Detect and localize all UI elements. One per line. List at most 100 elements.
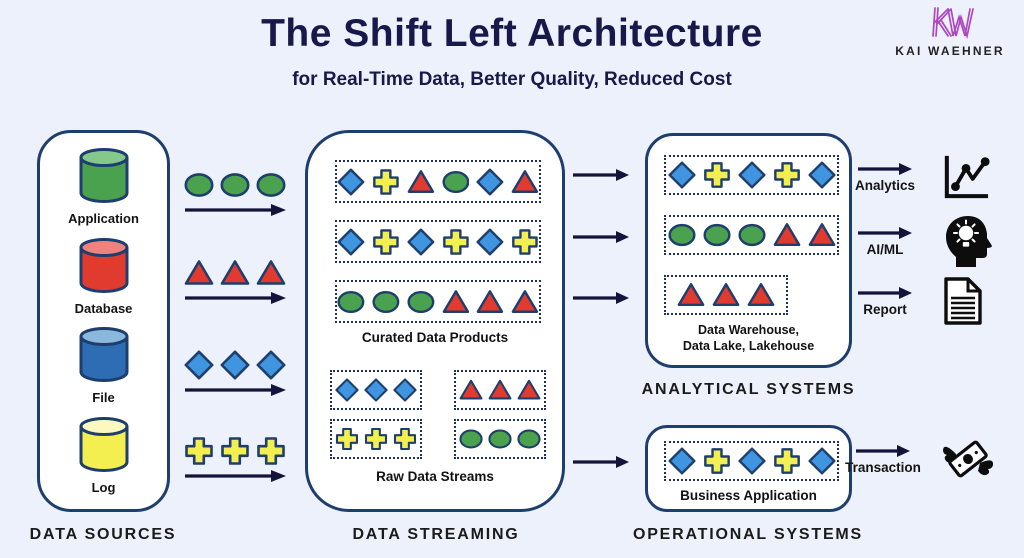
diamond-shape-icon	[737, 447, 766, 475]
analytics-label: Analytics	[854, 177, 916, 193]
flow-arrow	[858, 162, 912, 175]
circle-shape-icon	[737, 223, 766, 247]
data-source-application: Application	[68, 147, 139, 226]
report-document-icon	[944, 277, 982, 325]
diamond-shape-icon	[667, 447, 696, 475]
output-report: Report	[836, 274, 984, 328]
circle-shape-icon	[372, 290, 400, 313]
database-cylinder-icon	[77, 237, 131, 300]
business-app-data-row	[664, 441, 839, 481]
diamond-shape-icon	[220, 350, 250, 380]
triangle-shape-icon	[256, 260, 286, 285]
cross-shape-icon	[703, 448, 730, 474]
warehouse-data-row	[664, 215, 839, 255]
diamond-shape-icon	[335, 378, 359, 402]
data-source-label: Log	[91, 479, 116, 495]
application-cylinder-icon	[77, 147, 131, 210]
cross-shape-icon	[221, 437, 249, 465]
output-transaction: Transaction	[834, 432, 998, 486]
triangle-shape-icon	[511, 169, 539, 193]
event-shapes	[184, 350, 286, 380]
event-shapes	[184, 436, 286, 466]
page-title: The Shift Left Architecture	[261, 12, 763, 55]
triangle-shape-icon	[407, 169, 434, 193]
triangle-shape-icon	[511, 289, 539, 313]
curated-product-row	[335, 280, 541, 323]
diamond-shape-icon	[256, 350, 286, 380]
circle-shape-icon	[407, 290, 435, 313]
flow-arrow	[185, 384, 286, 396]
flow-arrow	[573, 231, 629, 243]
kai-waehner-logo: KAI WAEHNER	[886, 5, 1014, 58]
triangle-shape-icon	[712, 283, 740, 307]
triangle-shape-icon	[517, 379, 541, 400]
data-streaming-section-label: DATA STREAMING	[352, 526, 520, 543]
diamond-shape-icon	[476, 228, 504, 255]
diamond-shape-icon	[337, 168, 365, 195]
circle-shape-icon	[220, 173, 250, 197]
cross-shape-icon	[364, 427, 388, 451]
diamond-shape-icon	[737, 161, 766, 189]
diamond-shape-icon	[807, 161, 836, 189]
event-stream-log	[183, 436, 287, 483]
triangle-shape-icon	[808, 223, 835, 247]
circle-shape-icon	[459, 429, 483, 449]
triangle-shape-icon	[677, 283, 705, 307]
event-shapes	[184, 258, 286, 288]
warehouse-data-row	[664, 155, 839, 195]
circle-shape-icon	[667, 223, 696, 247]
business-application-label: Business Application	[680, 488, 817, 503]
kw-monogram-icon	[932, 7, 974, 40]
cross-shape-icon	[393, 427, 417, 451]
cross-shape-icon	[773, 448, 800, 474]
data-sources-section-label: DATA SOURCES	[29, 526, 177, 543]
cross-shape-icon	[442, 228, 469, 255]
diamond-shape-icon	[393, 378, 417, 402]
data-source-label: File	[92, 390, 115, 406]
circle-shape-icon	[184, 173, 214, 197]
output-analytics: Analytics	[836, 150, 990, 204]
diamond-shape-icon	[476, 168, 504, 195]
data-source-database: Database	[74, 237, 133, 316]
operational-systems-box: Business Application	[645, 425, 852, 512]
operational-systems-section-label: OPERATIONAL SYSTEMS	[632, 526, 864, 543]
flow-arrow	[185, 470, 286, 482]
raw-stream-box	[330, 419, 422, 459]
flow-arrow	[858, 226, 912, 239]
data-source-label: Database	[74, 300, 133, 316]
warehouse-label-line2: Data Lake, Lakehouse	[682, 339, 815, 353]
diamond-shape-icon	[807, 447, 836, 475]
report-label: Report	[863, 301, 907, 317]
raw-stream-box	[330, 370, 422, 410]
curated-data-products-label: Curated Data Products	[361, 330, 509, 345]
flow-arrow	[573, 292, 629, 304]
triangle-shape-icon	[476, 289, 504, 313]
event-stream-database	[183, 258, 287, 305]
curated-product-row	[335, 160, 541, 203]
flow-arrow	[573, 169, 629, 181]
circle-shape-icon	[702, 223, 731, 247]
data-streaming-box: Curated Data Products Raw Data Streams	[305, 130, 565, 512]
cross-shape-icon	[372, 168, 399, 195]
cross-shape-icon	[185, 437, 213, 465]
cross-shape-icon	[512, 228, 538, 255]
triangle-shape-icon	[747, 283, 775, 307]
event-stream-application	[183, 170, 287, 217]
triangle-shape-icon	[459, 379, 483, 400]
analytical-systems-section-label: ANALYTICAL SYSTEMS	[641, 381, 856, 398]
ai-head-icon	[946, 216, 992, 267]
diamond-shape-icon	[407, 228, 435, 255]
circle-shape-icon	[337, 290, 365, 313]
curated-product-row	[335, 220, 541, 263]
data-source-file: File	[77, 326, 131, 405]
flow-arrow	[185, 204, 286, 216]
triangle-shape-icon	[220, 260, 250, 285]
warehouse-label-line1: Data Warehouse,	[698, 323, 799, 337]
triangle-shape-icon	[488, 379, 512, 400]
log-cylinder-icon	[77, 416, 131, 479]
flying-money-icon	[943, 440, 994, 478]
page-subtitle: for Real-Time Data, Better Quality, Redu…	[292, 69, 732, 90]
circle-shape-icon	[441, 170, 469, 193]
logo-text: KAI WAEHNER	[895, 44, 1005, 58]
